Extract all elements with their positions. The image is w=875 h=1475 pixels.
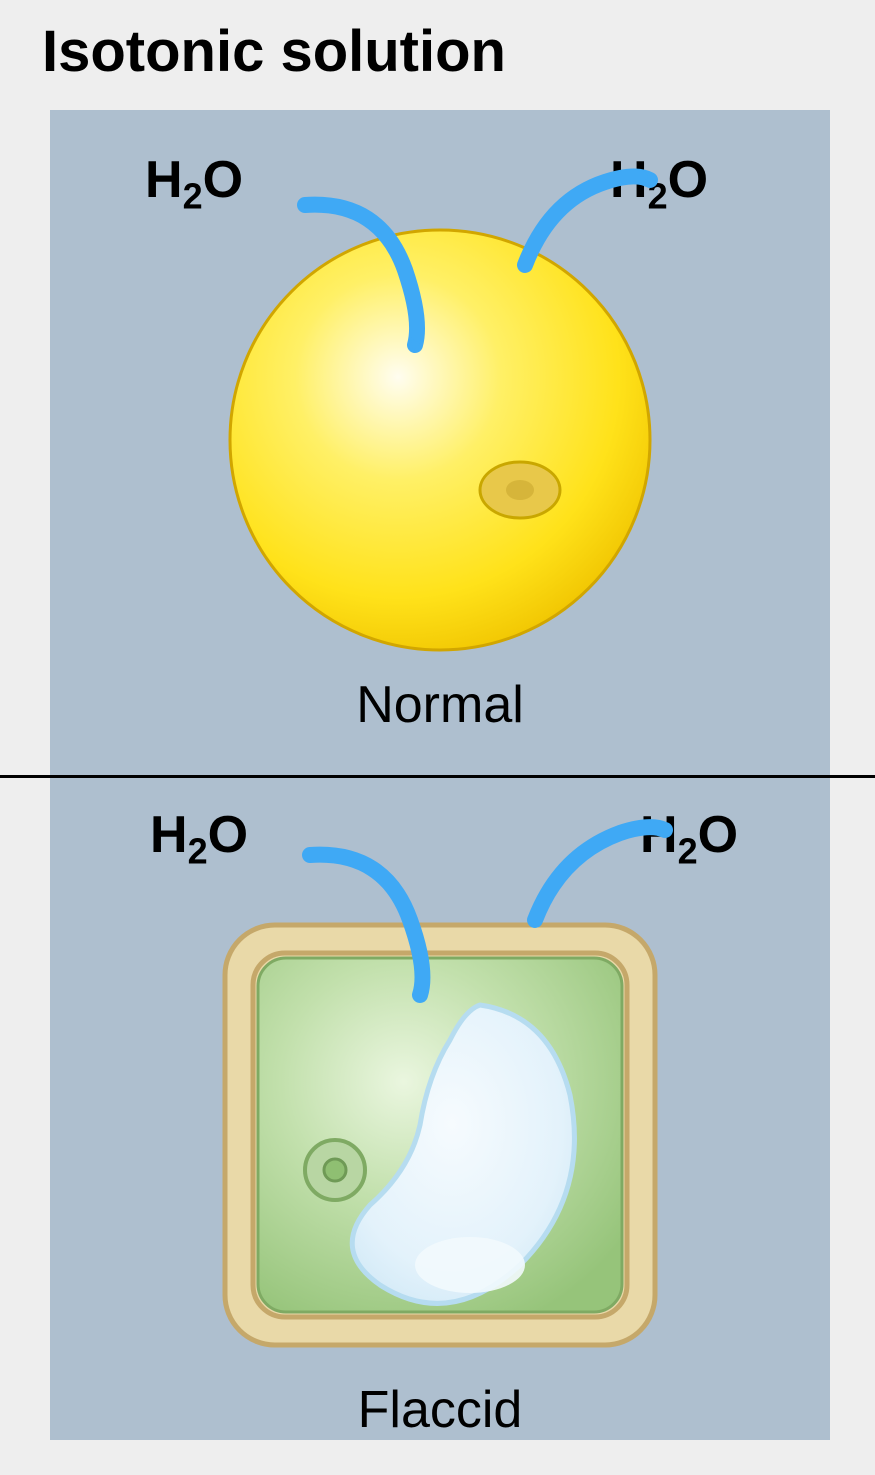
top-panel: H2O H2O Norm (50, 110, 830, 775)
bottom-panel: H2O H2O (50, 775, 830, 1440)
plant-cell (50, 775, 830, 1440)
arrow-out-bottom (535, 827, 665, 920)
plant-cell-nucleus-inner (324, 1159, 346, 1181)
animal-cell-nucleus-inner (506, 480, 534, 500)
plant-cell-vacuole-highlight (415, 1237, 525, 1293)
diagram-title: Isotonic solution (0, 0, 875, 95)
panel-container: H2O H2O Norm (50, 110, 830, 1440)
animal-cell-body (230, 230, 650, 650)
state-label-flaccid: Flaccid (358, 1380, 523, 1440)
arrow-out-top (525, 176, 650, 265)
panel-divider (0, 775, 875, 778)
state-label-normal: Normal (356, 675, 524, 735)
